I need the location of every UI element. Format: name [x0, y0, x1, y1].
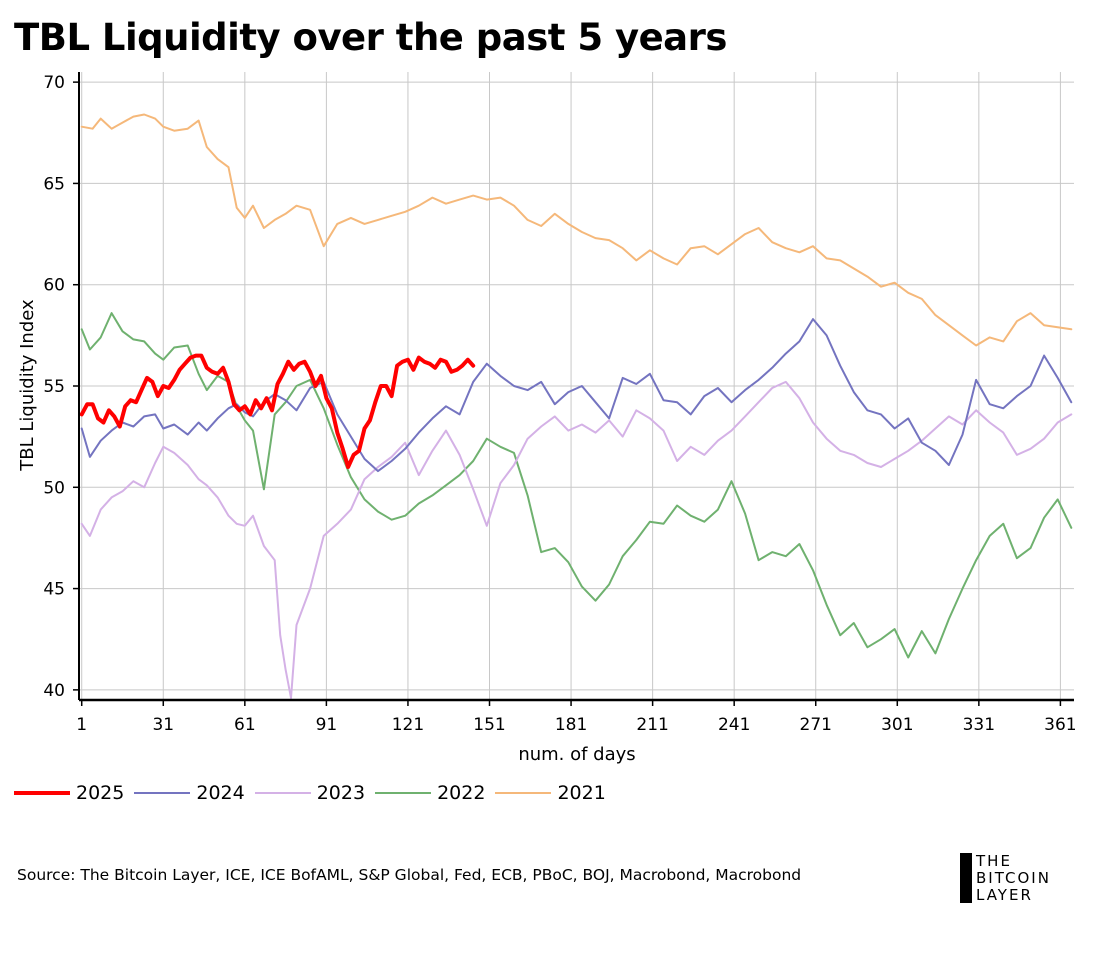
series-line-2024 [80, 318, 1073, 473]
x-tick-label: 61 [234, 715, 256, 735]
y-tick-label: 65 [43, 174, 65, 194]
logo-line-2: BITCOIN [976, 869, 1051, 887]
legend-swatch [495, 792, 552, 794]
series-line-2021 [80, 113, 1073, 347]
legend-label: 2024 [196, 782, 245, 804]
y-tick-label: 40 [43, 681, 65, 701]
legend-item-2024: 2024 [134, 782, 245, 804]
x-tick-label: 301 [881, 715, 913, 735]
y-axis-label: TBL Liquidity Index [17, 299, 38, 472]
y-tick-label: 55 [43, 377, 65, 397]
y-tick-label: 60 [43, 276, 65, 296]
tick-labels: 40 45 50 55 60 65 70 1 31 61 91 121 151 181 211 241 271 3… [43, 73, 1076, 735]
legend-item-2022: 2022 [375, 782, 485, 804]
y-tick-label: 50 [43, 478, 65, 498]
legend-label: 2021 [557, 782, 606, 804]
logo-line-3: LAYER [976, 886, 1033, 904]
x-tick-label: 151 [473, 715, 505, 735]
legend-swatch [14, 791, 70, 795]
x-tick-label: 1 [76, 715, 87, 735]
axes [73, 72, 1074, 706]
chart-title: TBL Liquidity over the past 5 years [14, 16, 727, 59]
y-tick-label: 70 [43, 73, 65, 93]
line-chart: 40 45 50 55 60 65 70 1 31 61 91 121 151 181 211 241 271 3… [17, 72, 1077, 765]
legend-label: 2023 [316, 782, 366, 804]
x-tick-label: 31 [152, 715, 174, 735]
source-note: Source: The Bitcoin Layer, ICE, ICE BofA… [17, 866, 802, 884]
x-tick-label: 361 [1044, 715, 1076, 735]
legend-label: 2022 [437, 782, 486, 804]
legend-swatch [254, 792, 311, 794]
legend-swatch [134, 792, 191, 794]
logo-bar [960, 853, 972, 903]
x-tick-label: 211 [636, 715, 668, 735]
series-line-2022 [80, 312, 1073, 659]
x-tick-label: 271 [800, 715, 832, 735]
y-tick-label: 45 [43, 580, 65, 600]
x-tick-label: 331 [963, 715, 995, 735]
series-lines [79, 113, 1073, 699]
logo-text: THE BITCOIN LAYER [976, 853, 1051, 903]
x-tick-label: 181 [555, 715, 587, 735]
x-tick-label: 241 [718, 715, 750, 735]
chart-legend: 2025 2024 2023 2022 2021 [14, 782, 616, 804]
legend-item-2025: 2025 [14, 782, 124, 804]
bitcoin-layer-logo: THE BITCOIN LAYER [960, 853, 1051, 903]
series-line-2025 [79, 353, 476, 469]
x-axis-label: num. of days [518, 744, 635, 765]
legend-item-2021: 2021 [495, 782, 606, 804]
x-tick-label: 91 [316, 715, 338, 735]
legend-item-2023: 2023 [254, 782, 366, 804]
logo-line-1: THE [976, 852, 1012, 870]
legend-swatch [375, 792, 432, 794]
legend-label: 2025 [76, 782, 125, 804]
series-line-2023 [80, 380, 1073, 699]
x-tick-label: 121 [392, 715, 424, 735]
